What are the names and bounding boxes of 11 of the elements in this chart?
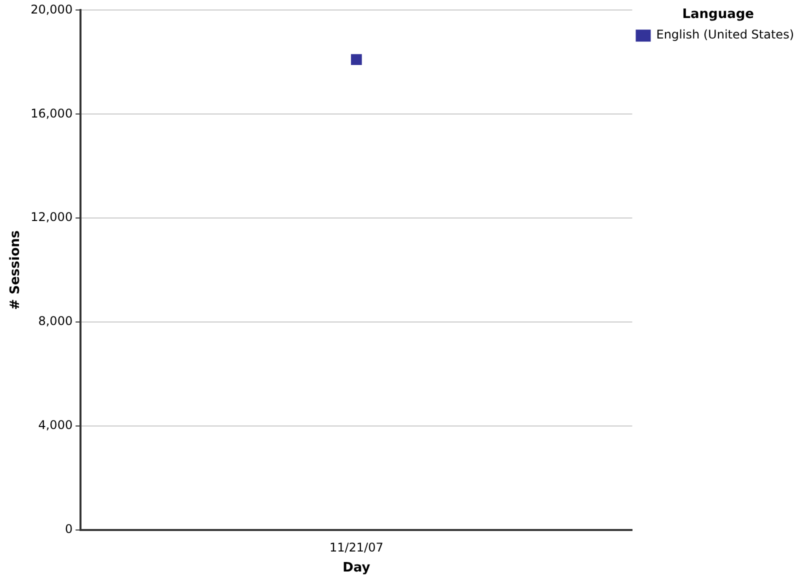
y-tick-label: 16,000 bbox=[30, 106, 73, 120]
x-axis-title: Day bbox=[342, 560, 371, 576]
y-tick-label: 20,000 bbox=[30, 2, 73, 16]
legend-title: Language bbox=[682, 6, 754, 22]
legend-label: English (United States) bbox=[656, 28, 794, 42]
y-tick-label: 4,000 bbox=[38, 418, 73, 432]
y-tick-label: 0 bbox=[64, 522, 73, 536]
y-tick-label: 12,000 bbox=[30, 210, 73, 224]
y-axis-title: # Sessions bbox=[8, 230, 24, 310]
y-tick-label: 8,000 bbox=[38, 314, 73, 328]
x-tick-label: 11/21/07 bbox=[329, 540, 384, 554]
